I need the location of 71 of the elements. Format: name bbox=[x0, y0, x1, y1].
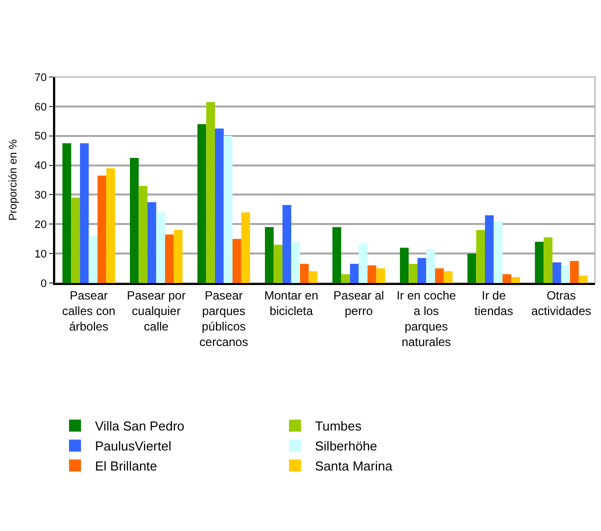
y-tick-label: 50 bbox=[34, 130, 47, 143]
bar bbox=[368, 265, 376, 283]
x-tick-label: Pasear calles con árboles bbox=[62, 288, 116, 334]
bar bbox=[341, 274, 350, 283]
y-axis-title: Proporción en % bbox=[8, 139, 20, 221]
bar bbox=[138, 186, 148, 283]
bar bbox=[98, 176, 106, 283]
bar bbox=[174, 230, 183, 283]
bar bbox=[332, 227, 342, 283]
bar bbox=[408, 264, 418, 283]
bar bbox=[156, 212, 166, 283]
bar bbox=[147, 202, 156, 283]
bar bbox=[534, 242, 544, 283]
x-tick-label: Pasear al perro bbox=[333, 288, 384, 318]
bar bbox=[197, 124, 206, 283]
bar bbox=[435, 268, 444, 283]
bar bbox=[282, 205, 292, 283]
x-tick-label: Ir en coche a los parques naturales bbox=[396, 288, 456, 350]
y-tick-label: 40 bbox=[34, 160, 47, 172]
legend-label: El Brillante bbox=[95, 458, 158, 474]
bar bbox=[165, 234, 174, 283]
bar bbox=[502, 274, 512, 283]
bar bbox=[467, 254, 476, 283]
bar bbox=[274, 244, 282, 283]
y-tick-label: 20 bbox=[34, 218, 47, 231]
bar bbox=[308, 271, 318, 283]
bar bbox=[264, 227, 274, 283]
legend-label: PaulusViertel bbox=[95, 438, 172, 454]
bar bbox=[376, 268, 386, 283]
y-tick-label: 70 bbox=[34, 72, 47, 84]
bar bbox=[552, 262, 562, 283]
bar bbox=[417, 258, 426, 283]
bar bbox=[358, 243, 368, 283]
bar bbox=[300, 264, 309, 283]
x-tick-label: Pasear por cualquier calle bbox=[126, 288, 186, 334]
legend-label: Silberhöhe bbox=[315, 438, 378, 454]
bar bbox=[494, 221, 503, 283]
bar bbox=[444, 271, 453, 283]
bar bbox=[232, 238, 242, 283]
bar bbox=[561, 265, 570, 283]
y-tick-label: 60 bbox=[34, 101, 47, 114]
legend-label: Villa San Pedro bbox=[95, 418, 184, 434]
bar bbox=[214, 128, 224, 283]
bar bbox=[62, 143, 72, 283]
bar bbox=[291, 242, 300, 283]
bar bbox=[400, 248, 409, 283]
bar bbox=[241, 212, 250, 283]
x-tick-label: Montar en bicicleta bbox=[264, 288, 318, 318]
y-tick-label: 0 bbox=[40, 278, 47, 290]
x-tick-label: Pasear parques públicos cercanos bbox=[199, 288, 248, 350]
bar bbox=[426, 249, 436, 283]
bar bbox=[484, 215, 494, 283]
bar bbox=[106, 168, 116, 283]
x-tick-label: Ir de tiendas bbox=[474, 288, 514, 318]
y-tick-label: 30 bbox=[34, 190, 47, 202]
bar bbox=[206, 102, 215, 283]
bar bbox=[544, 237, 552, 283]
bar bbox=[570, 260, 579, 283]
y-tick-label: 10 bbox=[34, 248, 47, 260]
bar bbox=[511, 277, 520, 283]
bar bbox=[476, 230, 485, 283]
bar bbox=[130, 158, 139, 283]
legend-label: Santa Marina bbox=[315, 458, 394, 474]
bar bbox=[224, 136, 233, 283]
bar bbox=[350, 264, 359, 283]
bar bbox=[80, 143, 89, 283]
bar bbox=[71, 198, 80, 283]
x-tick-label: Otras actividades bbox=[531, 288, 592, 318]
legend-label: Tumbes bbox=[315, 418, 362, 434]
bar bbox=[88, 236, 98, 283]
bar bbox=[578, 276, 588, 283]
